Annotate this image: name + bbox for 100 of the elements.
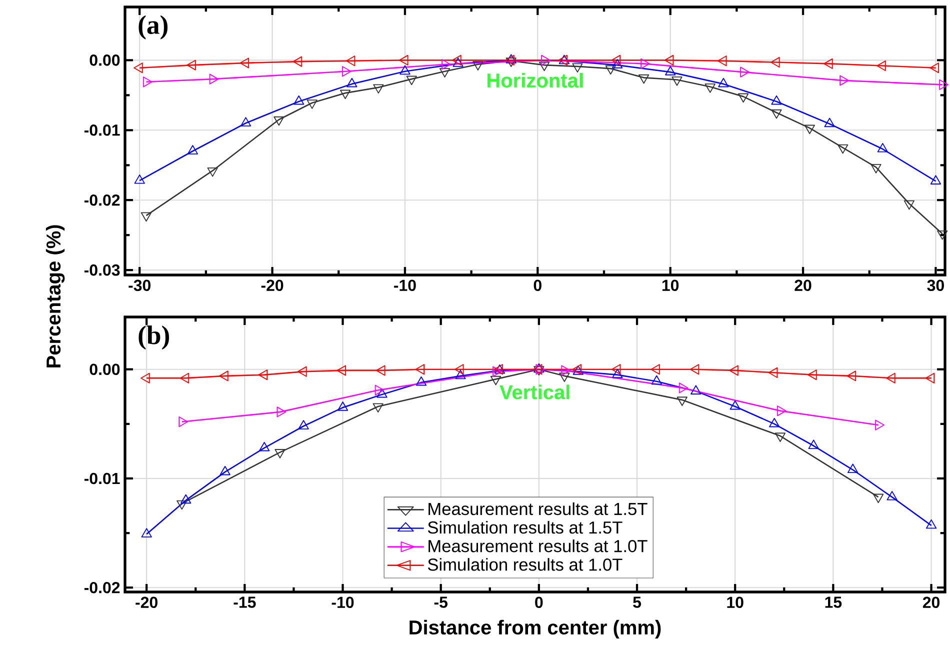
- x-tick-label: 5: [633, 596, 642, 608]
- point: [538, 62, 550, 72]
- point: [140, 372, 150, 384]
- point: [672, 76, 682, 86]
- x-tick-label: -10: [332, 596, 354, 608]
- point: [690, 364, 700, 375]
- point: [770, 56, 780, 68]
- y-tick-label: -0.03: [84, 264, 120, 276]
- point: [340, 90, 351, 100]
- y-tick-label: -0.01: [84, 124, 120, 136]
- point: [134, 62, 143, 74]
- point: [292, 56, 302, 67]
- x-tick-label: 30: [927, 280, 944, 292]
- point: [506, 58, 516, 67]
- point: [572, 63, 583, 73]
- point: [186, 60, 196, 70]
- point: [904, 200, 914, 210]
- point: [729, 365, 738, 376]
- point: [398, 54, 408, 66]
- x-tick-label: -30: [128, 280, 150, 292]
- point: [704, 83, 716, 93]
- point: [925, 372, 935, 384]
- point: [808, 440, 819, 450]
- point: [220, 466, 230, 476]
- x-tick-label: -10: [394, 280, 416, 292]
- point: [558, 54, 568, 66]
- point: [240, 58, 250, 68]
- point: [926, 519, 937, 529]
- point: [298, 420, 309, 430]
- point: [768, 367, 778, 378]
- legend-label: Simulation results at 1.5T: [428, 520, 622, 534]
- point: [373, 84, 384, 94]
- point: [337, 401, 348, 411]
- point: [336, 365, 346, 376]
- legend-label: Measurement results at 1.0T: [428, 540, 648, 552]
- point: [494, 364, 506, 374]
- point: [651, 375, 662, 385]
- y-tick-label: 0.00: [90, 364, 120, 376]
- point: [455, 370, 466, 380]
- x-tick-label: 0: [534, 280, 542, 292]
- point: [306, 100, 318, 109]
- point: [738, 93, 749, 103]
- point: [376, 365, 386, 376]
- x-tick-label: -20: [261, 280, 284, 292]
- point: [846, 370, 856, 382]
- point: [730, 400, 740, 410]
- point: [847, 464, 858, 474]
- point: [804, 124, 815, 134]
- legend-label: Measurement results at 1.5T: [428, 502, 648, 516]
- point: [452, 54, 462, 66]
- point: [141, 528, 152, 538]
- point: [886, 490, 898, 500]
- point: [612, 368, 623, 378]
- x-axis-title: Distance from center (mm): [410, 620, 661, 638]
- x-tick-label: 0: [535, 596, 543, 608]
- x-tick-label: -5: [434, 596, 448, 608]
- point: [258, 370, 268, 380]
- x-tick-label: 10: [662, 280, 679, 292]
- y-axis-title: Percentage (%): [46, 225, 65, 368]
- point: [771, 109, 782, 119]
- point: [690, 385, 702, 394]
- point: [472, 61, 484, 70]
- point: [823, 58, 833, 69]
- point: [638, 74, 650, 84]
- point: [769, 418, 780, 428]
- x-tick-label: -20: [136, 596, 158, 608]
- point: [439, 68, 450, 78]
- x-tick-label: 20: [922, 596, 940, 608]
- point: [274, 116, 284, 126]
- x-tick-label: 15: [825, 596, 842, 608]
- point: [406, 76, 417, 86]
- x-tick-label: 20: [794, 280, 812, 292]
- y-tick-label: -0.02: [84, 194, 120, 206]
- point: [454, 364, 464, 375]
- point: [611, 54, 621, 66]
- point: [886, 372, 896, 384]
- point: [870, 164, 882, 174]
- point: [605, 65, 616, 75]
- annotation: Horizontal: [487, 72, 582, 88]
- point: [415, 364, 424, 375]
- point: [611, 364, 621, 375]
- point: [140, 212, 152, 222]
- annotation: (b): [138, 326, 169, 350]
- x-tick-label: -15: [234, 596, 256, 608]
- point: [930, 62, 939, 74]
- point: [180, 372, 190, 384]
- point: [650, 364, 660, 375]
- point: [808, 370, 817, 380]
- annotation: (a): [138, 15, 168, 40]
- point: [664, 54, 674, 66]
- annotation: Vertical: [500, 384, 570, 400]
- point: [258, 442, 270, 452]
- point: [297, 366, 307, 377]
- point: [218, 370, 228, 382]
- point: [838, 144, 848, 154]
- x-tick-label: 10: [727, 596, 744, 608]
- point: [717, 56, 727, 66]
- point: [346, 56, 356, 66]
- y-tick-label: -0.02: [84, 582, 120, 594]
- point: [416, 376, 427, 386]
